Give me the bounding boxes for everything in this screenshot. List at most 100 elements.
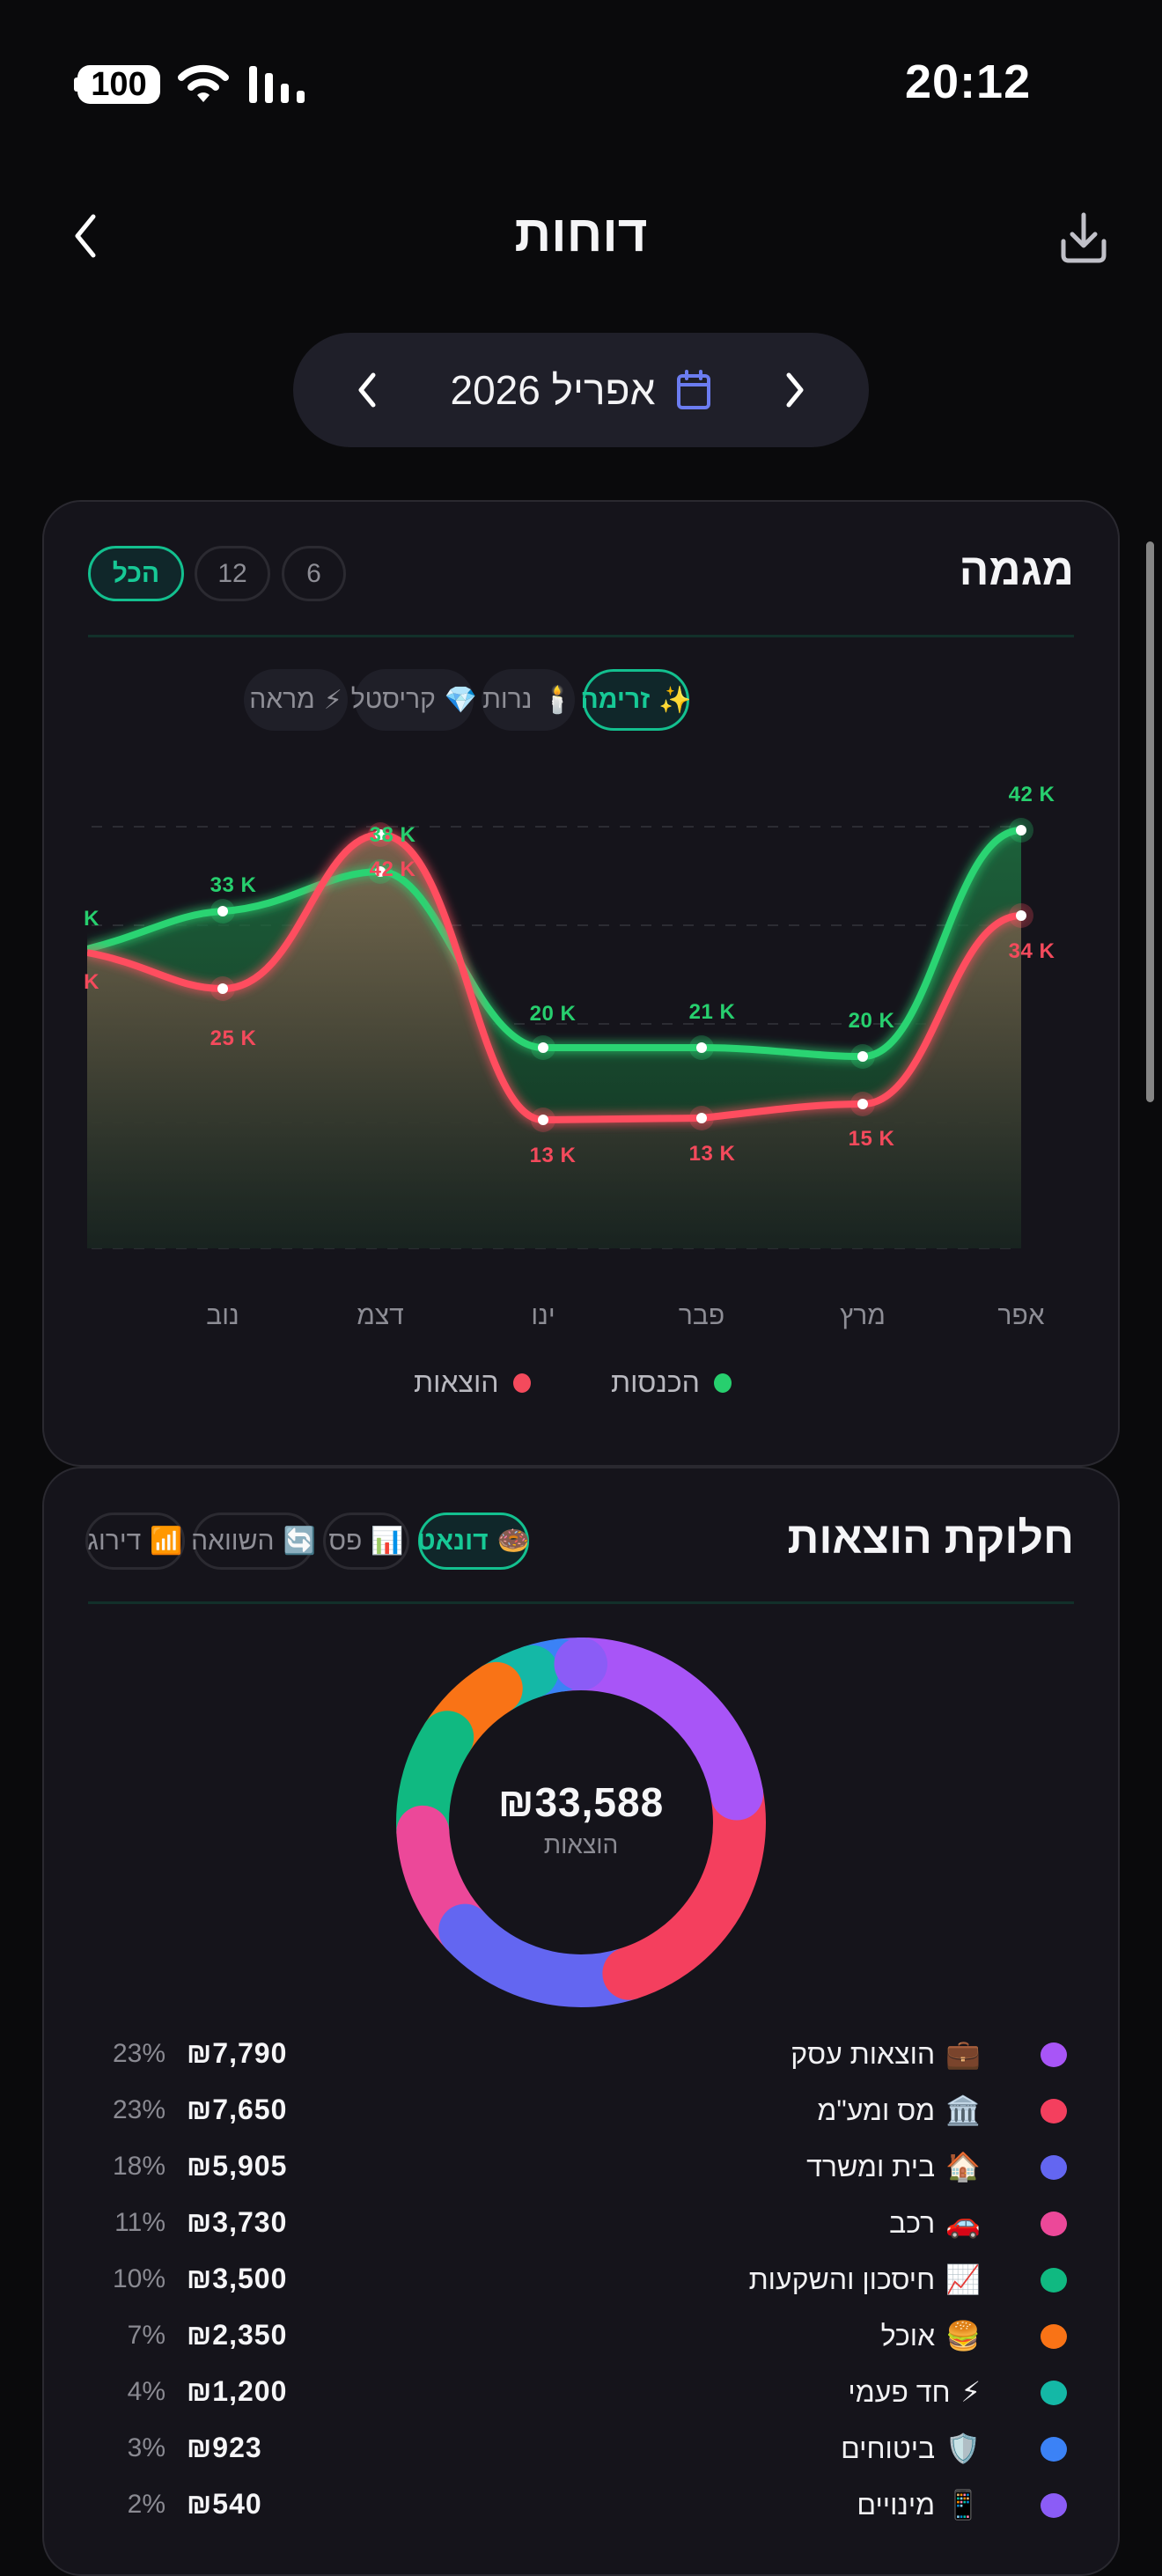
month-label-group[interactable]: אפריל 2026	[451, 366, 712, 414]
style-chip-candles[interactable]: 🕯️ נרות	[482, 669, 575, 731]
category-row-car[interactable]: 11% ₪3,730 🚗 רכב	[88, 2197, 1074, 2250]
bank-building-icon: 🏛️	[945, 2094, 981, 2126]
category-percent: 11%	[114, 2208, 165, 2237]
category-percent: 7%	[127, 2321, 165, 2350]
x-label-nov: נוב	[206, 1301, 239, 1330]
income-label-3: 20 K	[529, 1002, 577, 1026]
style-chip-flow[interactable]: ✨ זרימה	[580, 669, 692, 731]
category-label: אוכל	[880, 2319, 936, 2352]
category-percent: 23%	[112, 2095, 165, 2124]
category-label: חד פעמי	[848, 2375, 951, 2408]
month-selector: אפריל 2026	[293, 333, 869, 447]
category-amount: ₪5,905	[187, 2150, 288, 2182]
chart-left-mask	[44, 775, 87, 1268]
lightning-icon: ⚡	[323, 685, 342, 715]
category-row-home-office[interactable]: 18% ₪5,905 🏠 בית ומשרד	[88, 2141, 1074, 2194]
range-chip-6[interactable]: 6	[282, 546, 346, 601]
chip-label: נרות	[482, 685, 533, 714]
x-label-mar: מרץ	[840, 1301, 886, 1330]
view-chip-ranking[interactable]: 📶 דירוג	[85, 1512, 185, 1570]
chevron-right-icon	[786, 372, 804, 408]
category-color-dot	[1041, 2042, 1067, 2067]
expense-label-5: 15 K	[848, 1127, 895, 1151]
category-name: 🏠 בית ומשרד	[806, 2150, 981, 2183]
expense-legend-dot	[512, 1373, 531, 1393]
view-chip-bar[interactable]: 📊 פס	[323, 1512, 409, 1570]
cellular-signal-icon	[249, 66, 305, 103]
category-row-subscriptions[interactable]: 2% ₪540 📱 מינויים	[88, 2479, 1074, 2532]
battery-indicator: 100	[77, 65, 160, 104]
income-label-2: 38 K	[369, 823, 416, 847]
category-color-dot	[1041, 2324, 1067, 2349]
category-color-dot	[1041, 2268, 1067, 2293]
donut-subtitle: הוצאות	[543, 1831, 619, 1858]
chip-label: דירוג	[87, 1526, 142, 1556]
view-chip-compare[interactable]: 🔄 השוואה	[191, 1512, 316, 1570]
view-chip-donut[interactable]: 🍩 דונאט	[417, 1512, 530, 1570]
chart-increasing-icon: 📈	[945, 2263, 981, 2295]
next-month-button[interactable]	[777, 368, 813, 412]
bar-chart-icon: 📊	[371, 1527, 404, 1556]
expense-donut-chart[interactable]	[387, 1629, 775, 2016]
download-icon	[1061, 212, 1107, 263]
legend-expenses[interactable]: הוצאות	[414, 1366, 531, 1399]
chip-label: קריסטל	[350, 685, 436, 714]
style-chip-crystal[interactable]: 💎 קריסטל	[351, 669, 477, 731]
category-percent: 18%	[112, 2152, 165, 2181]
category-percent: 23%	[112, 2039, 165, 2068]
donut-segment-home-office	[396, 1638, 766, 2007]
chip-label: 12	[217, 558, 247, 588]
mobile-phone-icon: 📱	[945, 2489, 981, 2521]
previous-month-button[interactable]	[349, 368, 385, 412]
chip-label: השוואה	[191, 1526, 275, 1556]
income-label-1: 33 K	[210, 873, 257, 897]
month-label: אפריל 2026	[450, 367, 656, 413]
category-color-dot	[1041, 2099, 1067, 2123]
back-button[interactable]	[62, 204, 111, 268]
chip-label: מראה	[249, 685, 315, 714]
expense-label-6: 34 K	[1008, 939, 1055, 963]
chip-label: הכל	[112, 558, 160, 588]
category-color-dot	[1041, 2493, 1067, 2518]
category-row-business[interactable]: 23% ₪7,790 💼 הוצאות עסק	[88, 2028, 1074, 2081]
x-label-dec: דצמ	[357, 1301, 404, 1330]
category-row-savings[interactable]: 10% ₪3,500 📈 חיסכון והשקעות	[88, 2254, 1074, 2307]
category-name: 🍔 אוכל	[881, 2319, 981, 2352]
category-color-dot	[1041, 2381, 1067, 2405]
category-name: 📈 חיסכון והשקעות	[749, 2263, 981, 2296]
donut-segment-tax	[396, 1638, 766, 2007]
income-label-5: 20 K	[848, 1009, 895, 1033]
battery-level: 100	[91, 65, 147, 103]
category-percent: 2%	[127, 2490, 165, 2519]
range-chip-12[interactable]: 12	[195, 546, 270, 601]
category-amount: ₪923	[187, 2432, 262, 2463]
download-button[interactable]	[1053, 208, 1114, 269]
sparkles-icon: ✨	[658, 685, 692, 715]
income-label-0: K	[84, 907, 99, 931]
car-icon: 🚗	[945, 2207, 981, 2239]
category-row-tax[interactable]: 23% ₪7,650 🏛️ מס ומע"מ	[88, 2085, 1074, 2138]
calendar-icon	[677, 370, 711, 409]
wifi-icon	[178, 64, 229, 102]
category-name: 📱 מינויים	[857, 2488, 981, 2521]
category-label: מינויים	[857, 2488, 936, 2521]
vertical-scrollbar[interactable]	[1146, 541, 1154, 1102]
category-amount: ₪3,730	[187, 2206, 288, 2238]
shield-icon: 🛡️	[945, 2432, 981, 2464]
category-label: רכב	[889, 2206, 936, 2239]
expense-label-3: 13 K	[529, 1144, 577, 1167]
legend-income[interactable]: הכנסות	[611, 1366, 732, 1399]
category-color-dot	[1041, 2212, 1067, 2236]
category-label: ביטוחים	[841, 2432, 936, 2464]
category-row-insurance[interactable]: 3% ₪923 🛡️ ביטוחים	[88, 2423, 1074, 2476]
x-label-jan: ינו	[531, 1301, 555, 1330]
category-percent: 3%	[127, 2433, 165, 2462]
range-chip-all[interactable]: הכל	[88, 546, 184, 601]
income-label-6: 42 K	[1008, 783, 1055, 806]
style-chip-mirror[interactable]: ⚡ מראה	[244, 669, 348, 731]
category-row-food[interactable]: 7% ₪2,350 🍔 אוכל	[88, 2310, 1074, 2363]
expense-label-0: K	[84, 970, 99, 994]
category-row-one-time[interactable]: 4% ₪1,200 ⚡ חד פעמי	[88, 2366, 1074, 2419]
page-title: דוחות	[514, 205, 648, 262]
green-points	[210, 818, 1033, 1069]
